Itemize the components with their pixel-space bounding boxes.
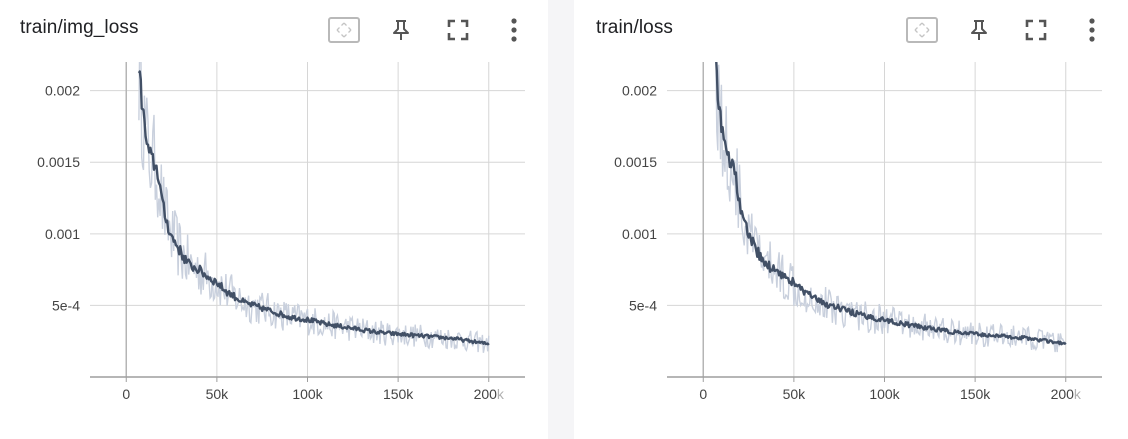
- x-tick-label: 150k: [383, 386, 414, 402]
- x-tick-label: 100k: [869, 386, 900, 402]
- x-tick-label: 50k: [206, 386, 230, 402]
- pin-button[interactable]: [385, 14, 417, 46]
- panel-gap: [548, 0, 574, 439]
- fit-domain-icon: [906, 17, 938, 43]
- x-tick-label: 0: [122, 386, 130, 402]
- y-tick-label: 0.0015: [37, 154, 80, 170]
- line-chart[interactable]: 5e-4 0.001 0.0015 0.002 0 50k 100k 150k 200k: [0, 0, 548, 439]
- x-tick-label: 150k: [960, 386, 991, 402]
- smoothed-series-line: [715, 62, 1067, 346]
- smoothed-series-line: [137, 70, 490, 346]
- x-tick-label: 50k: [783, 386, 807, 402]
- x-tick-label: 100k: [292, 386, 323, 402]
- y-tick-label: 5e-4: [52, 297, 80, 313]
- series-group: [715, 62, 1067, 353]
- raw-series-line: [715, 62, 1067, 353]
- fullscreen-button[interactable]: [442, 14, 474, 46]
- fullscreen-icon: [447, 19, 469, 41]
- chart-title: train/loss: [596, 17, 674, 38]
- y-tick-label: 0.0015: [614, 154, 657, 170]
- line-chart[interactable]: 5e-4 0.001 0.0015 0.002 0 50k 100k 150k 200k: [574, 0, 1128, 439]
- raw-series-line: [138, 62, 490, 353]
- fullscreen-icon: [1025, 19, 1047, 41]
- fit-domain-icon: [328, 17, 360, 43]
- y-tick-label: 0.001: [622, 226, 657, 242]
- chart-card: train/img_loss 5e-4 0.001 0.0015 0.002 0 50k 1…: [0, 0, 548, 439]
- y-tick-label: 0.002: [622, 83, 657, 99]
- grid: [667, 62, 1102, 377]
- grid: [90, 62, 525, 377]
- x-tick-label: 200k: [1051, 386, 1082, 402]
- pin-icon: [971, 20, 987, 40]
- fit-domain-button[interactable]: [328, 14, 360, 46]
- x-tick-label: 200k: [474, 386, 505, 402]
- y-tick-label: 0.001: [45, 226, 80, 242]
- chart-title: train/img_loss: [20, 17, 139, 38]
- y-tick-label: 0.002: [45, 83, 80, 99]
- chart-card: train/loss 5e-4 0.001 0.0015 0.002 0 50k 100k 1…: [574, 0, 1128, 439]
- fit-domain-button[interactable]: [906, 14, 938, 46]
- series-group: [137, 62, 490, 353]
- more-vert-icon: [1089, 18, 1095, 42]
- more-vert-icon: [511, 18, 517, 42]
- more-options-button[interactable]: [498, 14, 530, 46]
- more-options-button[interactable]: [1076, 14, 1108, 46]
- fullscreen-button[interactable]: [1020, 14, 1052, 46]
- pin-button[interactable]: [963, 14, 995, 46]
- x-tick-label: 0: [699, 386, 707, 402]
- y-tick-label: 5e-4: [629, 297, 657, 313]
- pin-icon: [393, 20, 409, 40]
